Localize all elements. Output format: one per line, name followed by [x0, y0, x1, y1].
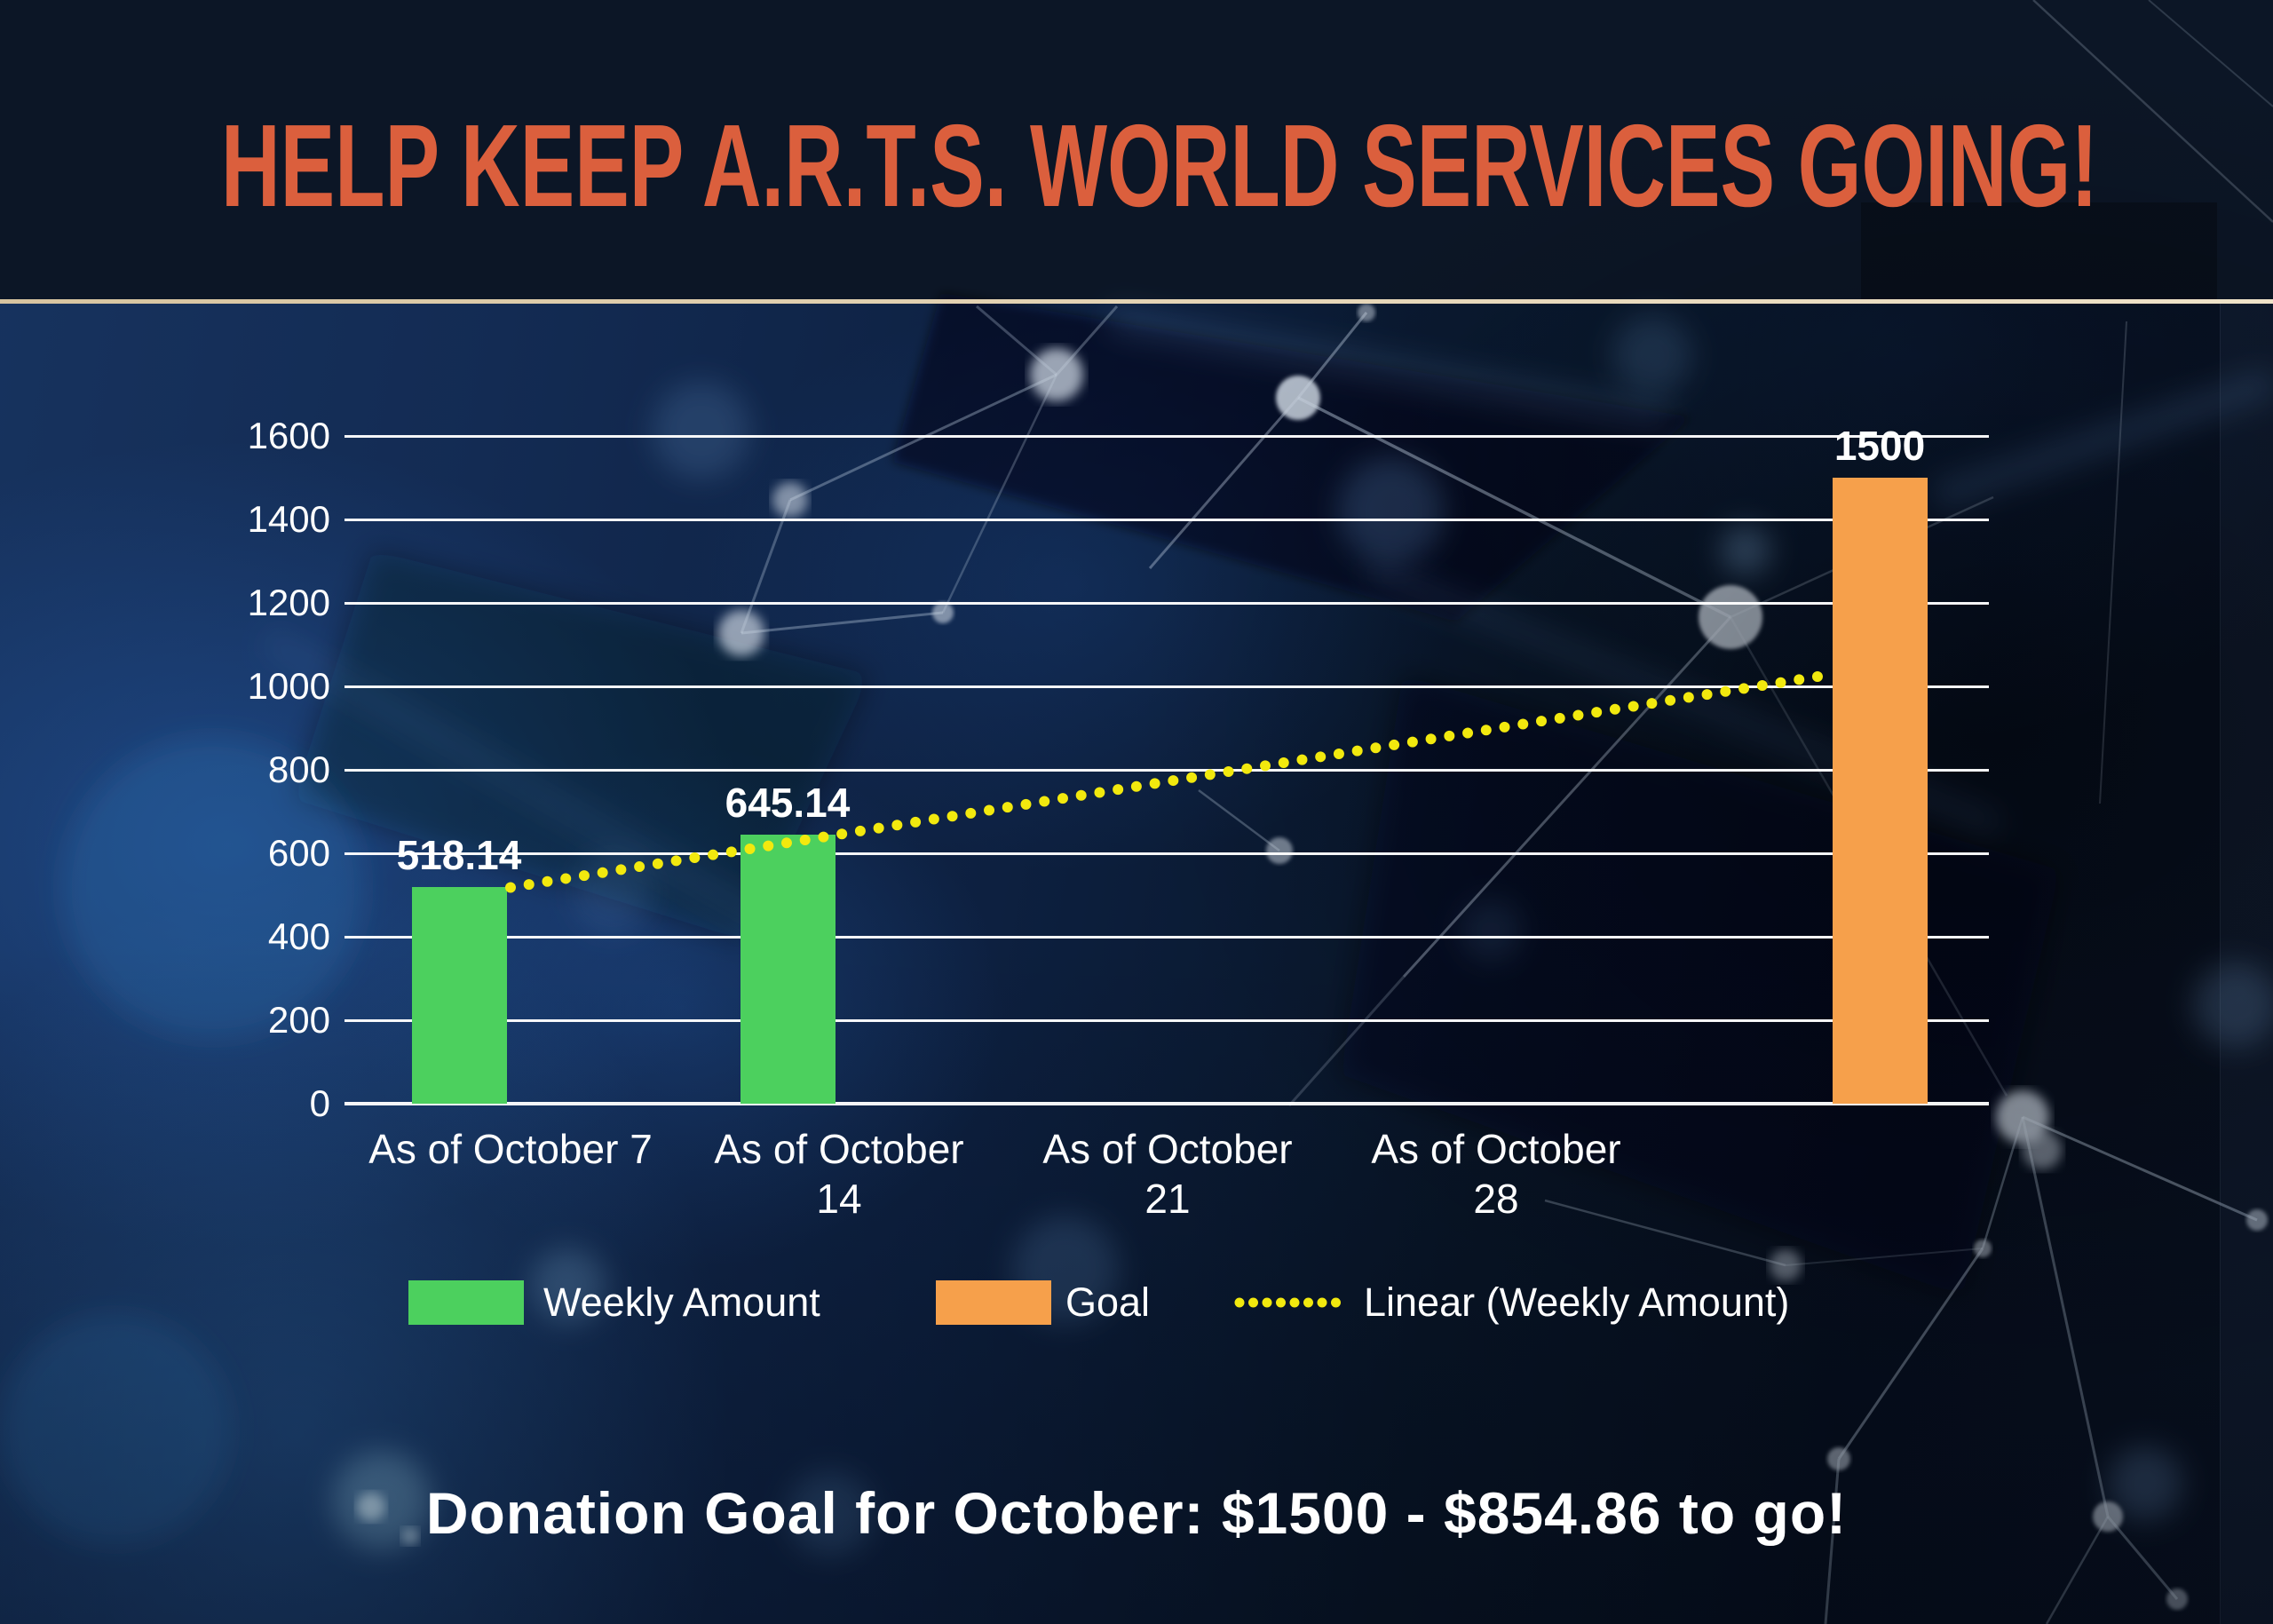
x-axis-line	[345, 1102, 1989, 1105]
x-axis-category-label: As of October 28	[1332, 1124, 1660, 1224]
bar-weekly-amount	[740, 834, 836, 1104]
y-axis-tick-label: 0	[309, 1082, 330, 1124]
bar-goal	[1832, 478, 1928, 1104]
donation-goal-caption: Donation Goal for October: $1500 - $854.…	[425, 1480, 1848, 1546]
y-axis-tick-label: 800	[267, 749, 330, 790]
page-title: HELP KEEP A.R.T.S. WORLD SERVICES GOING!	[221, 100, 2098, 231]
gridline	[345, 1018, 1989, 1022]
y-axis-tick-label: 600	[267, 832, 330, 874]
y-axis-tick-label: 1000	[247, 665, 330, 707]
divider-line	[0, 299, 2273, 304]
x-axis-category-label: As of October 14	[675, 1124, 1003, 1224]
x-axis-label-line: 14	[816, 1176, 862, 1222]
x-axis-category-label: As of October 21	[1003, 1124, 1332, 1224]
x-axis-label-line: 21	[1144, 1176, 1191, 1222]
gridline	[345, 518, 1989, 521]
legend-label: Linear (Weekly Amount)	[1364, 1279, 1790, 1325]
y-axis-tick-label: 1600	[247, 415, 330, 456]
background-seam	[2220, 303, 2273, 1624]
legend-swatch-weekly-amount	[408, 1280, 524, 1325]
y-axis-tick-label: 400	[267, 915, 330, 957]
slide-title-block: HELP KEEP A.R.T.S. WORLD SERVICES GOING!	[221, 100, 2098, 231]
gridline	[345, 852, 1989, 855]
x-axis-label-line: As of October	[714, 1126, 964, 1172]
y-axis-tick-label: 200	[267, 999, 330, 1041]
gridline	[345, 434, 1989, 438]
x-axis-label-line: 28	[1473, 1176, 1519, 1222]
bar-weekly-amount	[411, 887, 507, 1104]
legend-label: Weekly Amount	[543, 1279, 820, 1325]
legend-label: Goal	[1065, 1279, 1151, 1325]
legend-swatch-goal	[936, 1280, 1051, 1325]
header-band	[0, 0, 2273, 303]
background-shadow-rect	[1861, 202, 2217, 303]
x-axis-label-line: As of October	[1371, 1126, 1621, 1172]
gridline	[345, 935, 1989, 939]
y-axis-tick-label: 1400	[247, 498, 330, 540]
y-axis-tick-label: 1200	[247, 582, 330, 623]
x-axis-label-line: As of October	[1042, 1126, 1293, 1172]
x-axis-label-line: As of October 7	[368, 1126, 653, 1172]
legend-swatch-dotted-line	[1234, 1297, 1346, 1308]
gridline	[345, 601, 1989, 605]
x-axis-category-label: As of October 7	[346, 1124, 675, 1174]
gridline	[345, 768, 1989, 772]
bar-value-label: 518.14	[396, 832, 522, 879]
bar-value-label: 1500	[1833, 423, 1926, 469]
bar-value-label: 645.14	[725, 779, 851, 826]
gridline	[345, 685, 1989, 688]
